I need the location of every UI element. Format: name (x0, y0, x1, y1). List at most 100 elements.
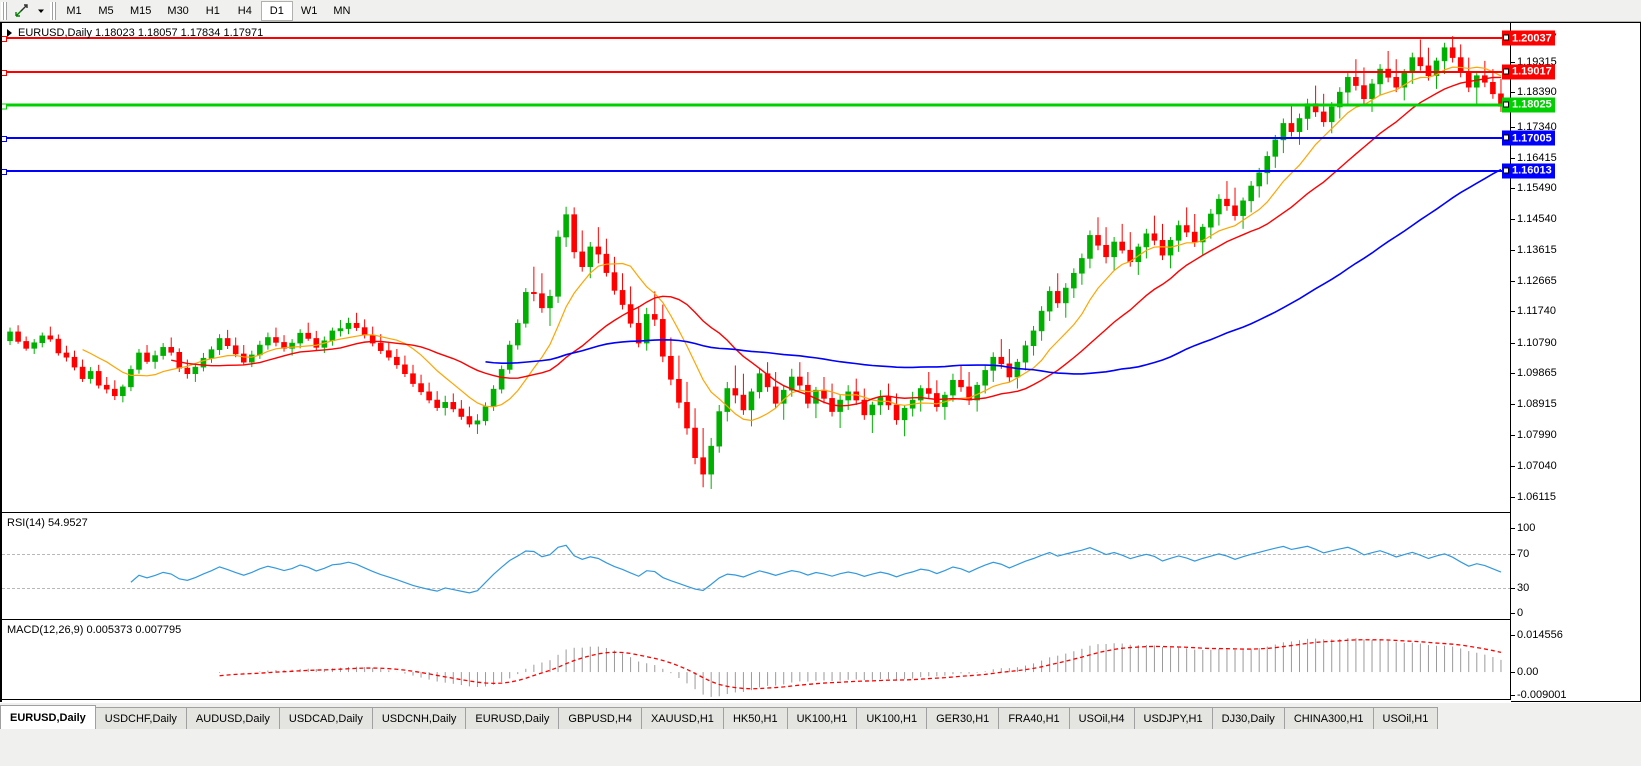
price-level-tag-resistance-1[interactable]: 1.19017 (1502, 64, 1555, 80)
price-scale-axis[interactable]: 1.200371.193151.183901.173401.164151.154… (1502, 23, 1640, 701)
toolbar-grip-handle[interactable] (1, 1, 7, 20)
sub-tick-mark (1511, 635, 1515, 636)
timeframe-button-mn[interactable]: MN (333, 4, 351, 17)
rsi-pane[interactable]: RSI(14) 54.9527 (2, 514, 1511, 619)
chart-tab-hk50-h1[interactable]: HK50,H1 (722, 707, 788, 729)
timeframe-button-m30[interactable]: M30 (167, 4, 189, 17)
price-tick-label: 1.07040 (1517, 460, 1557, 473)
price-level-tag-support-2[interactable]: 1.16013 (1502, 163, 1555, 179)
chart-tab-usoil-h1[interactable]: USOil,H1 (1372, 707, 1439, 729)
crosshair-pointer-icon[interactable] (9, 1, 33, 21)
timeframe-group-grip[interactable] (50, 1, 56, 20)
rsi-macd-divider (2, 619, 1511, 620)
chart-title: EURUSD,Daily 1.18023 1.18057 1.17834 1.1… (18, 27, 264, 39)
sub-tick-mark (1511, 672, 1515, 674)
price-tick-mark (1511, 373, 1515, 375)
level-tag-handle[interactable] (1503, 167, 1509, 174)
chart-tab-china300-h1[interactable]: CHINA300,H1 (1283, 707, 1374, 729)
price-tick-label: 1.16415 (1517, 151, 1557, 164)
price-tick-label: 1.10790 (1517, 336, 1557, 349)
timeframe-button-d1[interactable]: D1 (260, 0, 293, 21)
macd-scale-label: -0.009001 (1517, 689, 1567, 701)
chart-tab-eurusd-daily[interactable]: EURUSD,Daily (465, 707, 560, 729)
timeframe-toolbar: M1 M5 M15 M30 H1 H4 D1 W1 MN (0, 0, 1641, 22)
chart-tab-audusd-daily[interactable]: AUDUSD,Daily (185, 707, 280, 729)
price-level-tag-resistance-2[interactable]: 1.20037 (1502, 30, 1555, 46)
candlestick-plot (7, 36, 1504, 489)
timeframe-button-h4[interactable]: H4 (237, 4, 252, 17)
price-tick-label: 1.13615 (1517, 243, 1557, 256)
chart-tab-ger30-h1[interactable]: GER30,H1 (926, 707, 1000, 729)
level-drag-handle-left[interactable] (2, 69, 7, 76)
macd-scale-label: 0.014556 (1517, 629, 1563, 641)
timeframe-button-w1[interactable]: W1 (300, 4, 318, 17)
timeframe-button-h1[interactable]: H1 (205, 4, 220, 17)
price-level-value: 1.18025 (1512, 98, 1552, 111)
timeframe-button-m15[interactable]: M15 (130, 4, 152, 17)
rsi-label: RSI(14) 54.9527 (7, 517, 88, 529)
chart-area[interactable]: EURUSD,Daily 1.18023 1.18057 1.17834 1.1… (0, 22, 1641, 719)
price-tick-label: 1.08915 (1517, 398, 1557, 411)
toolbar-dropdown-arrow-icon[interactable] (33, 1, 49, 21)
price-level-tag-support-1[interactable]: 1.17005 (1502, 130, 1555, 146)
chart-tab-usdcad-daily[interactable]: USDCAD,Daily (278, 707, 373, 729)
price-tick-mark (1511, 249, 1515, 251)
level-drag-handle-left[interactable] (2, 136, 7, 143)
level-tag-handle[interactable] (1503, 68, 1509, 75)
timeframe-button-m5[interactable]: M5 (98, 4, 114, 17)
level-drag-handle-left[interactable] (2, 168, 7, 175)
sub-tick-mark (1511, 587, 1515, 589)
chart-tabs: EURUSD,Daily USDCHF,Daily AUDUSD,Daily USDC… (0, 703, 1641, 766)
price-level-value: 1.19017 (1512, 65, 1552, 78)
price-tick-mark (1511, 342, 1515, 344)
chart-tab-usdchf-daily[interactable]: USDCHF,Daily (94, 707, 187, 729)
chart-tab-usdcnh-daily[interactable]: USDCNH,Daily (371, 707, 467, 729)
chart-tab-uk100-h1[interactable]: UK100,H1 (786, 707, 858, 729)
chart-tab-fra40-h1[interactable]: FRA40,H1 (998, 707, 1070, 729)
level-drag-handle-left[interactable] (2, 36, 7, 43)
level-line-resistance-1[interactable] (2, 69, 1511, 76)
chart-title-marker-icon (7, 29, 12, 37)
price-tick-label: 1.06115 (1517, 490, 1556, 503)
price-tick-mark (1511, 92, 1515, 94)
level-line-resistance-2[interactable] (2, 36, 1511, 43)
rsi-level-line-30 (2, 587, 1511, 589)
level-line-current-price[interactable] (2, 103, 1511, 109)
price-tick-label: 1.07990 (1517, 428, 1557, 441)
price-tick-mark (1511, 127, 1515, 129)
timeframe-button-m1[interactable]: M1 (66, 4, 82, 17)
price-tick-mark (1511, 219, 1515, 221)
sub-tick-mark (1511, 528, 1515, 529)
price-level-value: 1.16013 (1512, 164, 1552, 177)
chart-tab-usoil-h4[interactable]: USOil,H4 (1068, 707, 1135, 729)
price-tick-label: 1.09865 (1517, 367, 1557, 380)
level-line-support-1[interactable] (2, 136, 1511, 143)
price-tick-mark (1511, 496, 1515, 498)
price-tick-label: 1.17340 (1517, 121, 1557, 134)
rsi-line-plot (130, 544, 1502, 594)
price-tick-label: 1.15490 (1517, 181, 1557, 194)
chart-tab-gbpusd-h4[interactable]: GBPUSD,H4 (558, 707, 642, 729)
level-tag-handle[interactable] (1503, 134, 1509, 141)
chart-tab-xauusd-h1[interactable]: XAUUSD,H1 (640, 707, 724, 729)
rsi-scale-label: 30 (1517, 581, 1530, 594)
chart-tab-uk100-h1[interactable]: UK100,H1 (856, 707, 928, 729)
macd-pane[interactable]: MACD(12,26,9) 0.005373 0.007795 (2, 621, 1511, 699)
price-tick-mark (1511, 434, 1515, 436)
price-level-value: 1.17005 (1512, 132, 1552, 145)
macd-histogram-plot (219, 637, 1502, 697)
sub-tick-mark (1511, 695, 1515, 696)
price-level-tag-current-price[interactable]: 1.18025 (1502, 97, 1555, 112)
level-tag-handle[interactable] (1503, 34, 1509, 41)
price-pane[interactable] (2, 23, 1511, 512)
price-rsi-divider (2, 512, 1511, 513)
chart-tab-dj30-daily[interactable]: DJ30,Daily (1211, 707, 1285, 729)
level-drag-handle-left[interactable] (2, 103, 7, 109)
chart-tab-usdjpy-h1[interactable]: USDJPY,H1 (1133, 707, 1213, 729)
macd-label: MACD(12,26,9) 0.005373 0.007795 (7, 624, 182, 636)
level-tag-handle[interactable] (1503, 101, 1509, 107)
rsi-scale-label: 70 (1517, 547, 1530, 560)
chart-tab-eurusd-daily[interactable]: EURUSD,Daily (0, 705, 96, 729)
level-line-support-2[interactable] (2, 168, 1511, 175)
